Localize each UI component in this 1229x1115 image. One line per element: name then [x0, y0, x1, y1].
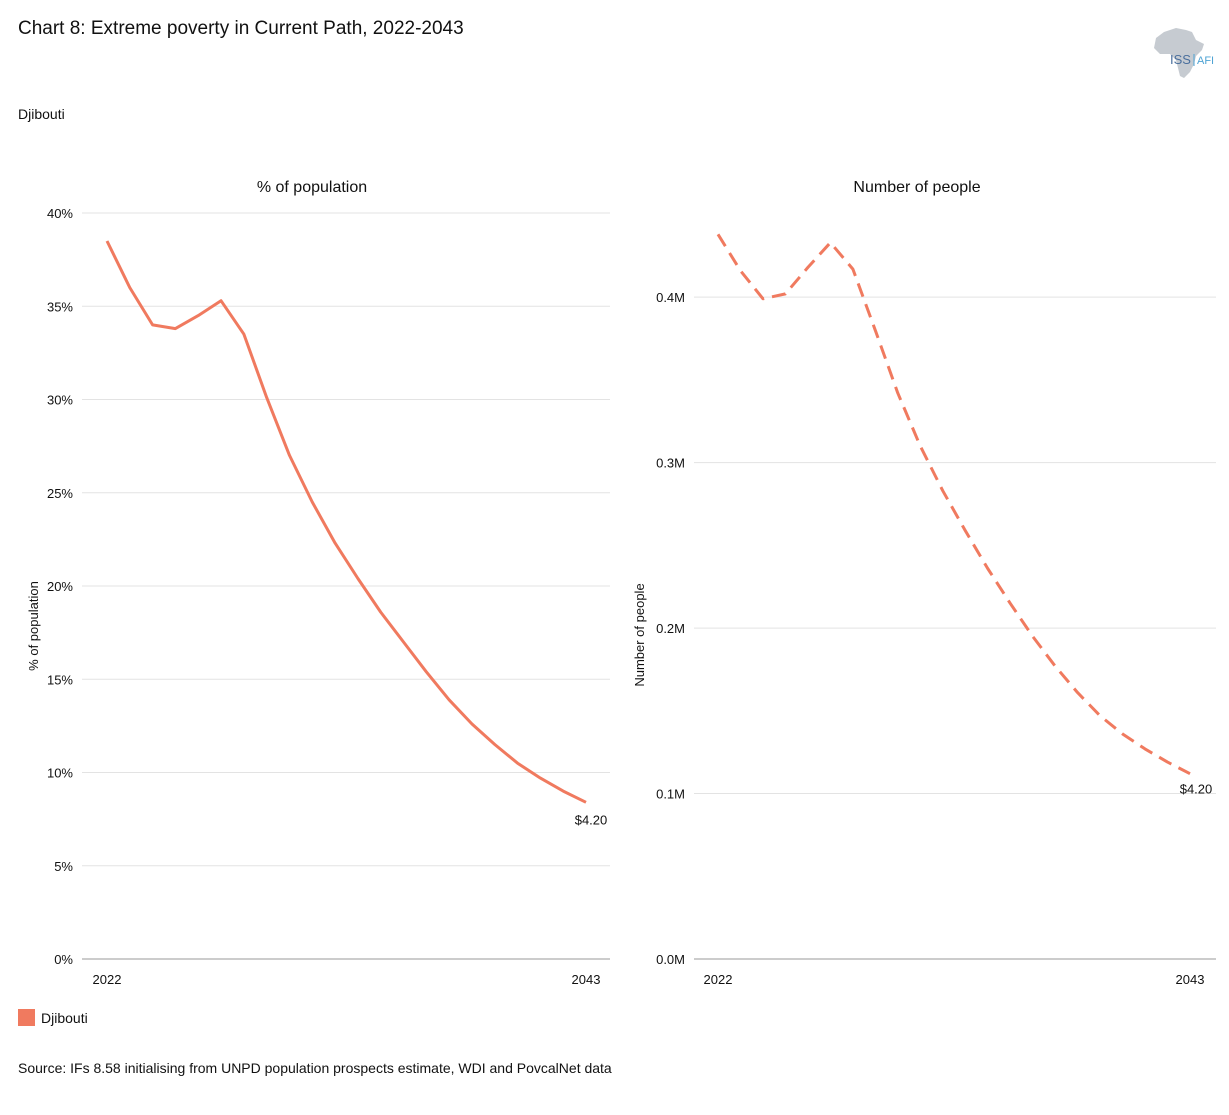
y-tick-label: 0.0M: [656, 952, 685, 967]
chart-subtitle: Djibouti: [18, 106, 65, 122]
africa-map-icon: [1154, 28, 1204, 78]
panel-title: % of population: [257, 179, 367, 196]
y-tick-label: 40%: [47, 206, 73, 221]
y-tick-label: 10%: [47, 766, 73, 781]
y-tick-label: 0.2M: [656, 621, 685, 636]
y-tick-label: 5%: [54, 859, 73, 874]
x-tick-label: 2043: [572, 972, 601, 987]
y-axis-title: % of population: [26, 581, 41, 671]
logo-text-iss: ISS: [1170, 52, 1191, 67]
y-tick-label: 0%: [54, 952, 73, 967]
end-data-label: $4.20: [575, 812, 608, 827]
end-data-label: $4.20: [1180, 782, 1213, 797]
y-tick-label: 35%: [47, 299, 73, 314]
x-tick-label: 2043: [1176, 972, 1205, 987]
series-line: [716, 233, 1191, 776]
y-tick-label: 0.3M: [656, 456, 685, 471]
logo-text-afi: AFI: [1197, 55, 1214, 67]
source-note: Source: IFs 8.58 initialising from UNPD …: [18, 1060, 612, 1076]
y-axis-title: Number of people: [632, 583, 647, 686]
x-tick-label: 2022: [704, 972, 733, 987]
panel-title: Number of people: [853, 179, 980, 196]
series-line: [105, 240, 587, 804]
legend: Djibouti: [18, 1009, 88, 1026]
chart-title: Chart 8: Extreme poverty in Current Path…: [18, 18, 464, 39]
y-tick-label: 0.1M: [656, 787, 685, 802]
x-tick-label: 2022: [93, 972, 122, 987]
y-tick-label: 15%: [47, 672, 73, 687]
legend-swatch: [18, 1009, 35, 1026]
y-tick-label: 30%: [47, 393, 73, 408]
iss-africa-logo: ISS AFI: [1150, 26, 1220, 82]
y-tick-label: 25%: [47, 486, 73, 501]
legend-label: Djibouti: [41, 1009, 88, 1026]
y-tick-label: 20%: [47, 579, 73, 594]
y-tick-label: 0.4M: [656, 290, 685, 305]
